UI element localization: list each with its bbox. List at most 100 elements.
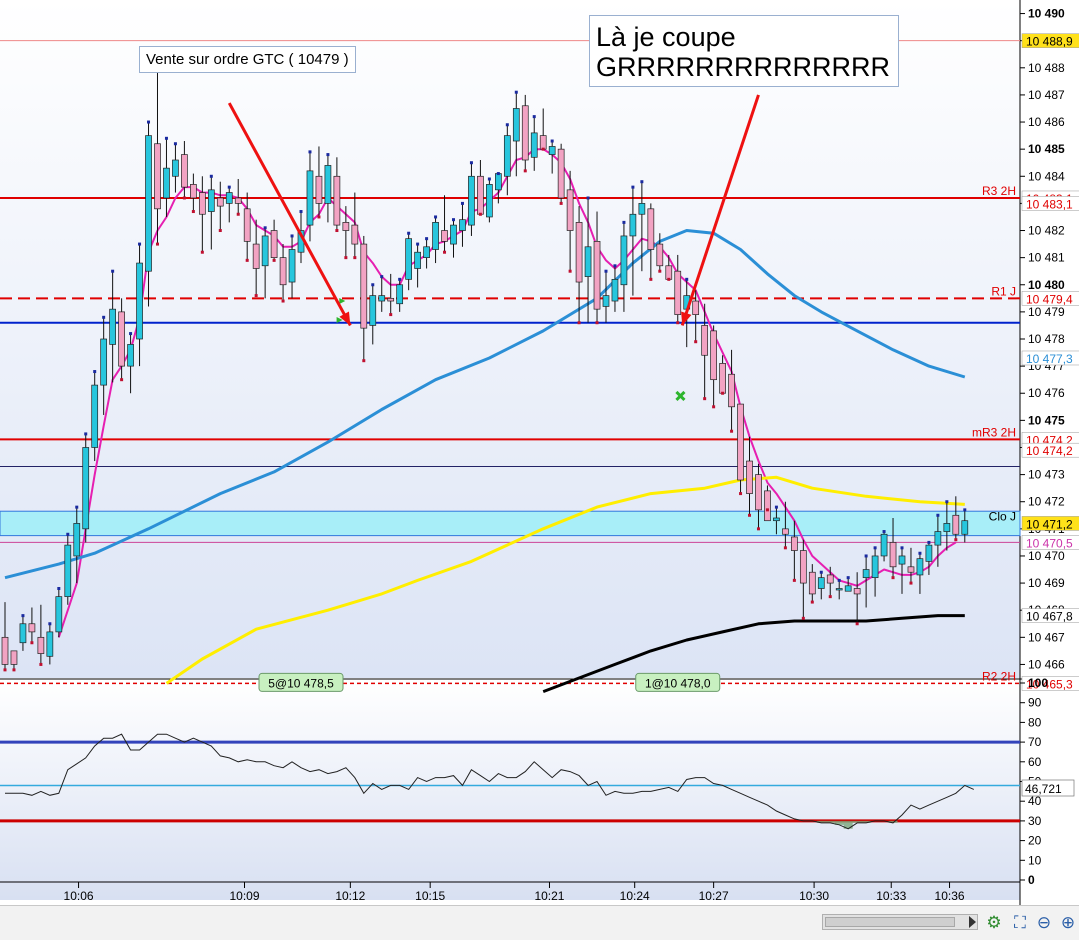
candle-extreme-dot: [828, 595, 832, 599]
candle-extreme-dot: [290, 234, 294, 238]
execution-tag-label: 1@10 478,0: [645, 676, 711, 690]
candle-extreme-dot: [891, 576, 895, 580]
osc-tick-label: 10: [1028, 853, 1042, 867]
price-level-label: R3 2H: [982, 184, 1016, 198]
time-tick-label: 10:27: [699, 889, 729, 903]
candle-down: [342, 222, 350, 231]
candle-up: [73, 523, 81, 557]
candle-extreme-dot: [218, 229, 222, 233]
candle-up: [584, 246, 592, 277]
candle-extreme-dot: [936, 513, 940, 517]
candle-extreme-dot: [371, 283, 375, 287]
time-tick-label: 10:36: [935, 889, 965, 903]
candle-extreme-dot: [945, 500, 949, 504]
candle-extreme-dot: [3, 668, 7, 672]
candle-extreme-dot: [164, 136, 168, 140]
candle-down: [728, 373, 735, 408]
scrollbar-thumb[interactable]: [825, 917, 955, 927]
candle-extreme-dot: [326, 153, 330, 157]
cut-position-note[interactable]: Là je coupe GRRRRRRRRRRRRRR: [589, 15, 899, 87]
candle-extreme-dot: [783, 546, 787, 550]
candle-down: [333, 175, 341, 226]
price-tick-label: 10 478: [1028, 332, 1065, 346]
price-level-label: Clo J: [989, 509, 1016, 523]
price-tick-label: 10 467: [1028, 630, 1065, 644]
sell-order-note[interactable]: Vente sur ordre GTC ( 10479 ): [139, 46, 356, 73]
candle-extreme-dot: [272, 258, 276, 262]
cut-note-line2: GRRRRRRRRRRRRRR: [596, 52, 890, 82]
candle-extreme-dot: [649, 277, 653, 281]
price-tick-label: 10 486: [1028, 115, 1065, 129]
price-tag-box: [1021, 608, 1079, 623]
candle-extreme-dot: [452, 218, 455, 222]
candle-down: [118, 311, 125, 367]
candle-extreme-dot: [712, 405, 716, 409]
candle-up: [82, 447, 90, 530]
candle-down: [799, 550, 807, 584]
price-tick-label: 10 481: [1028, 251, 1065, 265]
price-tick-label: 10 475: [1028, 413, 1065, 427]
price-tick-label: 10 490: [1028, 7, 1065, 21]
price-tag-label: 10 477,3: [1026, 352, 1073, 366]
candle-extreme-dot: [263, 226, 267, 230]
candle-extreme-dot: [129, 332, 133, 336]
candle-extreme-dot: [182, 196, 186, 200]
scroll-right-arrow[interactable]: [969, 916, 976, 928]
zoom-fit-icon[interactable]: ⛶: [1014, 913, 1026, 933]
candle-up: [961, 520, 969, 535]
candle-up: [396, 284, 404, 305]
candle-extreme-dot: [855, 622, 859, 626]
candle-extreme-dot: [443, 250, 447, 254]
candle-down: [234, 197, 242, 204]
time-tick-label: 10:12: [335, 889, 365, 903]
candle-up: [127, 344, 134, 367]
candle-down: [181, 154, 188, 188]
zoom-in-icon[interactable]: ⊕: [1060, 913, 1076, 933]
candle-extreme-dot: [12, 668, 16, 672]
candle-up: [225, 192, 233, 204]
time-tick-label: 10:33: [876, 889, 906, 903]
osc-tick-label: 40: [1028, 794, 1042, 808]
candle-down: [710, 330, 717, 381]
time-tick-label: 10:06: [64, 889, 94, 903]
candle-extreme-dot: [694, 340, 698, 344]
candle-up: [324, 165, 332, 204]
annotation-arrowhead: [681, 311, 692, 326]
price-tag-box: [1021, 442, 1079, 458]
execution-tag-label: 5@10 478,5: [268, 676, 334, 690]
candle-up: [602, 295, 610, 307]
price-tag-box: [1021, 350, 1079, 366]
candle-up: [512, 108, 520, 142]
long-ma-line: [542, 614, 965, 694]
price-panel-background: [0, 0, 1020, 678]
candle-extreme-dot: [756, 527, 760, 531]
candle-down: [764, 490, 771, 522]
candle-extreme-dot: [39, 662, 43, 666]
candle-extreme-dot: [631, 185, 635, 189]
candle-extreme-dot: [864, 554, 868, 558]
candle-down: [243, 208, 251, 242]
candle-up: [414, 251, 421, 269]
candle-extreme-dot: [254, 294, 258, 298]
zoom-out-icon[interactable]: ⊖: [1036, 913, 1052, 933]
candle-up: [405, 238, 412, 280]
price-tag-label: 10 474,2: [1026, 444, 1073, 458]
price-level-label: R1 J: [991, 284, 1016, 298]
price-tick-label: 10 472: [1028, 495, 1065, 509]
candle-extreme-dot: [514, 90, 518, 94]
candle-down: [28, 623, 36, 633]
price-tag-label: 10 488,9: [1026, 35, 1073, 49]
candle-extreme-dot: [138, 242, 142, 246]
candle-up: [100, 338, 108, 386]
close-band: [0, 510, 1021, 537]
osc-line: [5, 733, 975, 830]
cut-note-line1: Là je coupe: [596, 22, 736, 52]
candle-extreme-dot: [604, 269, 608, 273]
chart-settings-icon[interactable]: ⚙: [986, 913, 1002, 933]
horizontal-scrollbar[interactable]: [822, 914, 978, 930]
candle-extreme-dot: [209, 174, 213, 178]
candle-extreme-dot: [335, 229, 339, 233]
candle-extreme-dot: [398, 277, 402, 281]
price-tag-label: 10 483,1: [1026, 197, 1073, 211]
